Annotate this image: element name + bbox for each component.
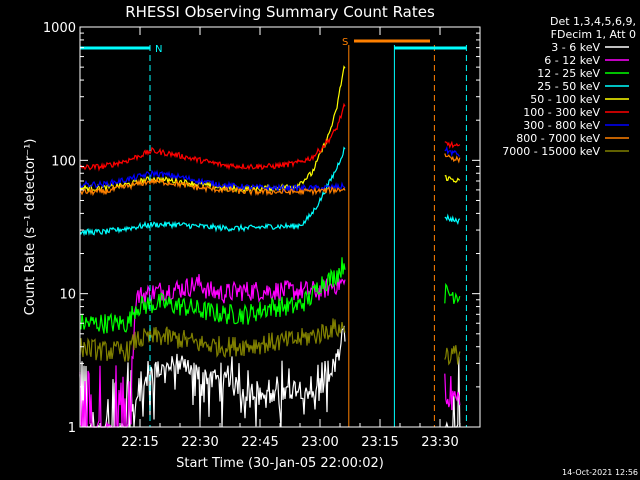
flag-label-n: N <box>155 44 162 55</box>
series-line-12-25-kev <box>79 257 346 334</box>
x-tick-label: 22:30 <box>181 435 218 450</box>
legend-label-3-6-kev: 3 - 6 keV <box>551 41 600 54</box>
series-line-800-7000-kev <box>79 176 346 197</box>
series-line-100-300-kev <box>444 140 461 150</box>
x-tick-label: 23:15 <box>361 435 398 450</box>
series-line-25-50-kev <box>444 213 461 226</box>
series-line-7000-15000-kev <box>444 345 461 366</box>
y-axis-label: Count Rate (s⁻¹ detector⁻¹) <box>23 139 38 316</box>
series-7000-15000-kev <box>79 318 461 366</box>
series-25-50-kev <box>79 146 461 237</box>
series-line-12-25-kev <box>444 282 461 304</box>
y-tick-label: 10 <box>59 288 76 303</box>
legend-label-25-50-kev: 25 - 50 keV <box>537 80 600 93</box>
legend-label-12-25-kev: 12 - 25 keV <box>537 67 600 80</box>
series-line-300-800-kev <box>79 169 346 193</box>
series-line-7000-15000-kev <box>79 318 346 362</box>
legend-label-100-300-kev: 100 - 300 keV <box>523 106 600 119</box>
x-tick-label: 23:30 <box>421 435 458 450</box>
legend-label-50-100-kev: 50 - 100 keV <box>530 93 600 106</box>
x-tick-label: 23:00 <box>301 435 338 450</box>
series-800-7000-kev <box>79 153 461 197</box>
legend-header-line-2: FDecim 1, Att 0 <box>551 28 636 41</box>
series-line-6-12-kev <box>444 373 461 411</box>
axes: 22:15 22:30 22:45 23:00 23:15 23:30 1 10 100 1000 <box>43 21 480 450</box>
legend-label-300-800-kev: 300 - 800 keV <box>523 119 600 132</box>
y-tick-label: 1 <box>68 421 76 436</box>
legend-header-line-1: Det 1,3,4,5,6,9, <box>550 15 636 28</box>
legend-label-6-12-kev: 6 - 12 keV <box>544 54 600 67</box>
x-axis-label: Start Time (30-Jan-05 22:00:02) <box>176 456 384 471</box>
series-line-300-800-kev <box>444 145 460 157</box>
legend: Det 1,3,4,5,6,9, FDecim 1, Att 0 3 - 6 k… <box>502 15 636 158</box>
timestamp: 14-Oct-2021 12:56 <box>562 468 638 477</box>
series-100-300-kev <box>79 102 461 172</box>
series-12-25-kev <box>79 257 461 334</box>
series-line-25-50-kev <box>79 146 346 237</box>
series-300-800-kev <box>79 145 460 193</box>
series-line-50-100-kev <box>444 174 461 183</box>
x-tick-label: 22:45 <box>241 435 278 450</box>
series-line-800-7000-kev <box>444 153 461 164</box>
y-tick-label: 100 <box>51 154 76 169</box>
legend-label-7000-15000-kev: 7000 - 15000 keV <box>502 145 600 158</box>
y-tick-label: 1000 <box>43 21 76 36</box>
chart-title: RHESSI Observing Summary Count Rates <box>125 3 435 21</box>
flag-label-s: S <box>342 37 348 48</box>
series-6-12-kev <box>79 273 461 429</box>
series-line-100-300-kev <box>79 102 346 172</box>
plot-marks: NS <box>79 37 467 429</box>
x-tick-label: 22:15 <box>121 435 158 450</box>
series-line-6-12-kev <box>79 273 346 429</box>
legend-label-800-7000-kev: 800 - 7000 keV <box>516 132 600 145</box>
